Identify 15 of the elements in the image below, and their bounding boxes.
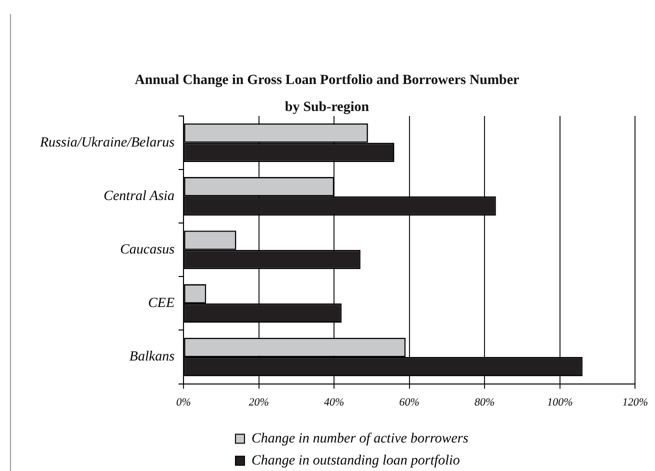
legend-label: Change in outstanding loan portfolio [251,453,460,468]
x-tick-label: 100% [547,396,573,408]
y-tick-label: Balkans [129,350,176,365]
legend-label: Change in number of active borrowers [251,431,469,446]
x-tick-label: 80% [474,396,495,408]
chart-title: Annual Change in Gross Loan Portfolio and Borrowers Number by Sub-region [134,72,520,117]
x-tick-label: 60% [399,396,420,408]
x-tick-label: 0% [176,396,191,408]
y-tick-label: Caucasus [120,242,176,258]
y-tick-label: CEE [148,296,175,312]
x-tick-label: 20% [248,396,269,408]
y-tick-label: Central Asia [104,189,175,204]
y-tick-label: Russia/Ukraine/Belarus [39,135,176,150]
x-tick-label: 40% [324,396,344,408]
x-tick-label: 120% [622,396,648,408]
